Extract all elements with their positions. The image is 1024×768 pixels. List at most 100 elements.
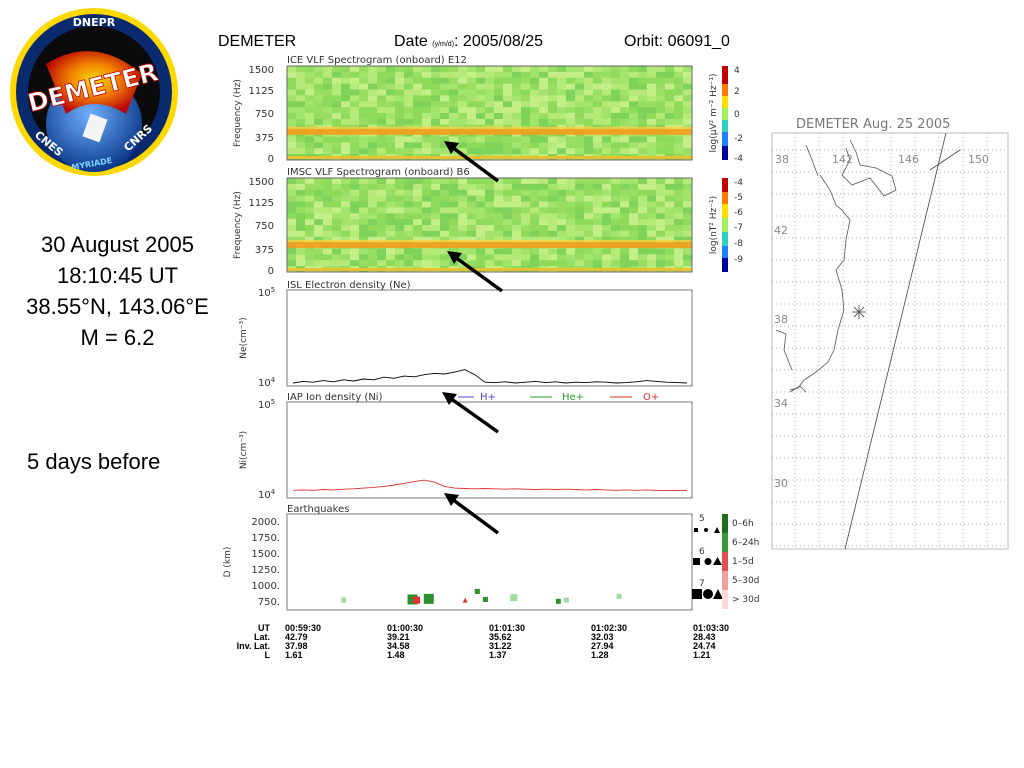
spectrogram-cell	[350, 118, 360, 126]
arrow-ne-head	[442, 392, 457, 405]
spectrogram-cell	[539, 207, 549, 214]
spectrogram-cell	[449, 89, 459, 96]
spectrogram-cell	[287, 213, 297, 220]
spectrogram-cell	[404, 207, 414, 214]
spectrogram-cell	[539, 101, 549, 108]
spectrogram-cell	[530, 230, 540, 238]
spectrogram-cell	[296, 219, 306, 226]
spectrogram-cell	[494, 248, 504, 255]
spectrogram-cell	[593, 207, 603, 214]
spectrogram-cell	[440, 83, 450, 90]
spectrogram-cell	[647, 178, 657, 185]
spectrogram-cell	[422, 189, 432, 197]
ice-cbar-tick-m4: -4	[734, 154, 743, 164]
spectrogram-cell	[485, 219, 495, 226]
arrow-ni-head	[444, 493, 459, 506]
spectrogram-cell	[476, 107, 486, 114]
spectrogram-cell	[458, 113, 468, 120]
spectrogram-cell	[431, 89, 441, 96]
imsc-cbar-tick-m9: -9	[734, 255, 743, 265]
event-time: 18:10:45 UT	[56, 263, 179, 288]
spectrogram-cell	[611, 136, 621, 143]
spectrogram-cell	[404, 77, 414, 85]
spectrogram-cell	[539, 260, 549, 267]
spectrogram-cell	[413, 113, 423, 120]
spectrogram-cell	[323, 207, 333, 214]
imsc-ytick-375: 375	[255, 245, 274, 256]
imsc-title: IMSC VLF Spectrogram (onboard) B6	[287, 167, 470, 178]
spectrogram-cell	[368, 77, 378, 85]
spectrogram-cell	[566, 77, 576, 85]
spectrogram-cell	[377, 101, 387, 108]
spectrogram-cell	[494, 142, 504, 149]
ut-cell: 35.62	[489, 632, 512, 642]
spectrogram-cell	[665, 101, 675, 108]
spectrogram-cell	[377, 148, 387, 155]
eq-point	[482, 596, 488, 602]
spectrogram-cell	[413, 260, 423, 267]
spectrogram-cell	[287, 66, 297, 73]
spectrogram-cell	[548, 95, 558, 102]
spectrogram-cell	[584, 195, 594, 202]
spectrogram-cell	[341, 113, 351, 120]
spectrogram-cell	[413, 236, 423, 244]
spectrogram-cell	[656, 95, 666, 102]
spectrogram-cell	[332, 201, 342, 208]
o-plus-series-line	[292, 479, 688, 492]
ice-cbar-tick-2: 2	[734, 87, 740, 97]
spectrogram-cell	[575, 183, 585, 191]
spectrogram-cell	[377, 89, 387, 96]
spectrogram-cell	[422, 183, 432, 191]
spectrogram-cell	[602, 83, 612, 90]
spectrogram-cell	[449, 71, 459, 79]
ice-ytick-1500: 1500	[249, 65, 274, 76]
spectrogram-cell	[395, 71, 405, 79]
spectrogram-cell	[503, 71, 513, 79]
spectrogram-cell	[647, 230, 657, 238]
spectrogram-cell	[377, 189, 387, 197]
spectrogram-cell	[404, 71, 414, 79]
spectrogram-cell	[611, 236, 621, 244]
spectrogram-cell	[548, 71, 558, 79]
spectrogram-cell	[530, 178, 540, 185]
spectrogram-cell	[305, 142, 315, 149]
spectrogram-cell	[431, 142, 441, 149]
spectrogram-cell	[296, 66, 306, 73]
eq-time-5-30d: 5–30d	[732, 576, 759, 586]
spectrogram-cell	[449, 183, 459, 191]
spectrogram-cell	[683, 213, 693, 220]
spectrogram-cell	[557, 236, 567, 244]
spectrogram-cell	[629, 213, 639, 220]
spectrogram-cell	[602, 148, 612, 155]
spectrogram-cell	[602, 89, 612, 96]
spectrogram-cell	[359, 201, 369, 208]
iap-ytick-top-exp: 5	[271, 398, 275, 406]
spectrogram-cell	[323, 230, 333, 238]
spectrogram-cell	[584, 225, 594, 232]
spectrogram-cell	[557, 201, 567, 208]
spectrogram-band	[287, 128, 692, 135]
spectrogram-cell	[629, 107, 639, 114]
spectrogram-cell	[539, 77, 549, 85]
spectrogram-cell	[647, 71, 657, 79]
spectrogram-cell	[305, 71, 315, 79]
spectrogram-cell	[602, 248, 612, 255]
spectrogram-cell	[395, 101, 405, 108]
spectrogram-cell	[287, 225, 297, 232]
header-satellite: DEMETER	[218, 33, 297, 50]
spectrogram-cell	[332, 148, 342, 155]
isl-ytick-top: 105	[258, 286, 275, 299]
spectrogram-cell	[494, 118, 504, 126]
spectrogram-band-edge	[287, 240, 692, 243]
spectrogram-cell	[656, 189, 666, 197]
spectrogram-cell	[512, 136, 522, 143]
spectrogram-cell	[575, 118, 585, 126]
spectrogram-cell	[404, 230, 414, 238]
spectrogram-cell	[305, 178, 315, 185]
spectrogram-cell	[674, 225, 684, 232]
annotation-arrows	[442, 141, 504, 535]
spectrogram-cell	[647, 66, 657, 73]
map-lon-150: 150	[968, 153, 989, 166]
spectrogram-cell	[305, 248, 315, 255]
event-info: 30 August 2005 18:10:45 UT 38.55°N, 143.…	[5, 229, 230, 353]
